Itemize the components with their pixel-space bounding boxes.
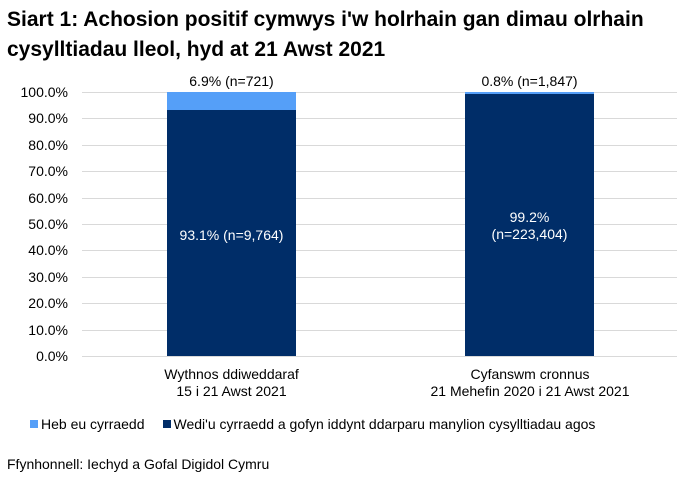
gridline [82,145,677,146]
data-label-not-reached: 0.8% (n=1,847) [481,73,578,89]
bar-segment-reached[interactable] [465,94,594,356]
gridline [82,277,677,278]
x-category-label: Wythnos ddiweddaraf 15 i 21 Awst 2021 [116,366,347,400]
data-label-line: (n=223,404) [491,226,568,242]
gridline [82,118,677,119]
y-tick-label: 10.0% [28,322,68,338]
gridline [82,330,677,331]
gridline [82,250,677,251]
bar-cumulative[interactable] [465,92,594,356]
y-tick-label: 80.0% [28,137,68,153]
x-category-label: Cyfanswm cronnus 21 Mehefin 2020 i 21 Aw… [400,366,660,400]
gridline [82,92,677,93]
y-tick-label: 50.0% [28,216,68,232]
data-label-line: 99.2% [509,209,550,225]
bar-segment-reached[interactable] [167,110,296,356]
bar-latest-week[interactable] [167,92,296,356]
gridline [82,224,677,225]
gridline [82,303,677,304]
y-tick-label: 40.0% [28,242,68,258]
source-note: Ffynhonnell: Iechyd a Gofal Digidol Cymr… [7,456,270,472]
legend-label: Wedi'u cyrraedd a gofyn iddynt ddarparu … [173,416,596,432]
y-tick-label: 0.0% [36,348,68,364]
gridline [82,171,677,172]
legend-label: Heb eu cyrraedd [41,416,145,432]
data-label-reached: 93.1% (n=9,764) [179,227,284,243]
data-label-not-reached: 6.9% (n=721) [189,73,274,89]
legend-swatch-icon [162,420,171,428]
y-tick-label: 70.0% [28,163,68,179]
gridline [82,198,677,199]
x-category-line: Cyfanswm cronnus [470,366,590,382]
gridline-baseline [82,356,677,357]
legend-swatch-icon [30,420,38,428]
chart-title: Siart 1: Achosion positif cymwys i'w hol… [7,8,644,61]
x-category-line: 15 i 21 Awst 2021 [176,383,287,399]
bar-segment-not-reached[interactable] [167,92,296,110]
bar-segment-not-reached[interactable] [465,92,594,94]
legend: Heb eu cyrraedd Wedi'u cyrraedd a gofyn … [30,416,613,432]
legend-item-reached[interactable]: Wedi'u cyrraedd a gofyn iddynt ddarparu … [162,416,596,432]
y-tick-label: 30.0% [28,269,68,285]
x-category-line: Wythnos ddiweddaraf [164,366,299,382]
x-category-line: 21 Mehefin 2020 i 21 Awst 2021 [430,383,630,399]
data-label-reached: 99.2% (n=223,404) [465,209,594,243]
y-tick-label: 20.0% [28,295,68,311]
y-tick-label: 90.0% [28,110,68,126]
legend-item-not-reached[interactable]: Heb eu cyrraedd [30,416,145,432]
y-tick-label: 60.0% [28,190,68,206]
y-tick-label: 100.0% [20,84,68,100]
